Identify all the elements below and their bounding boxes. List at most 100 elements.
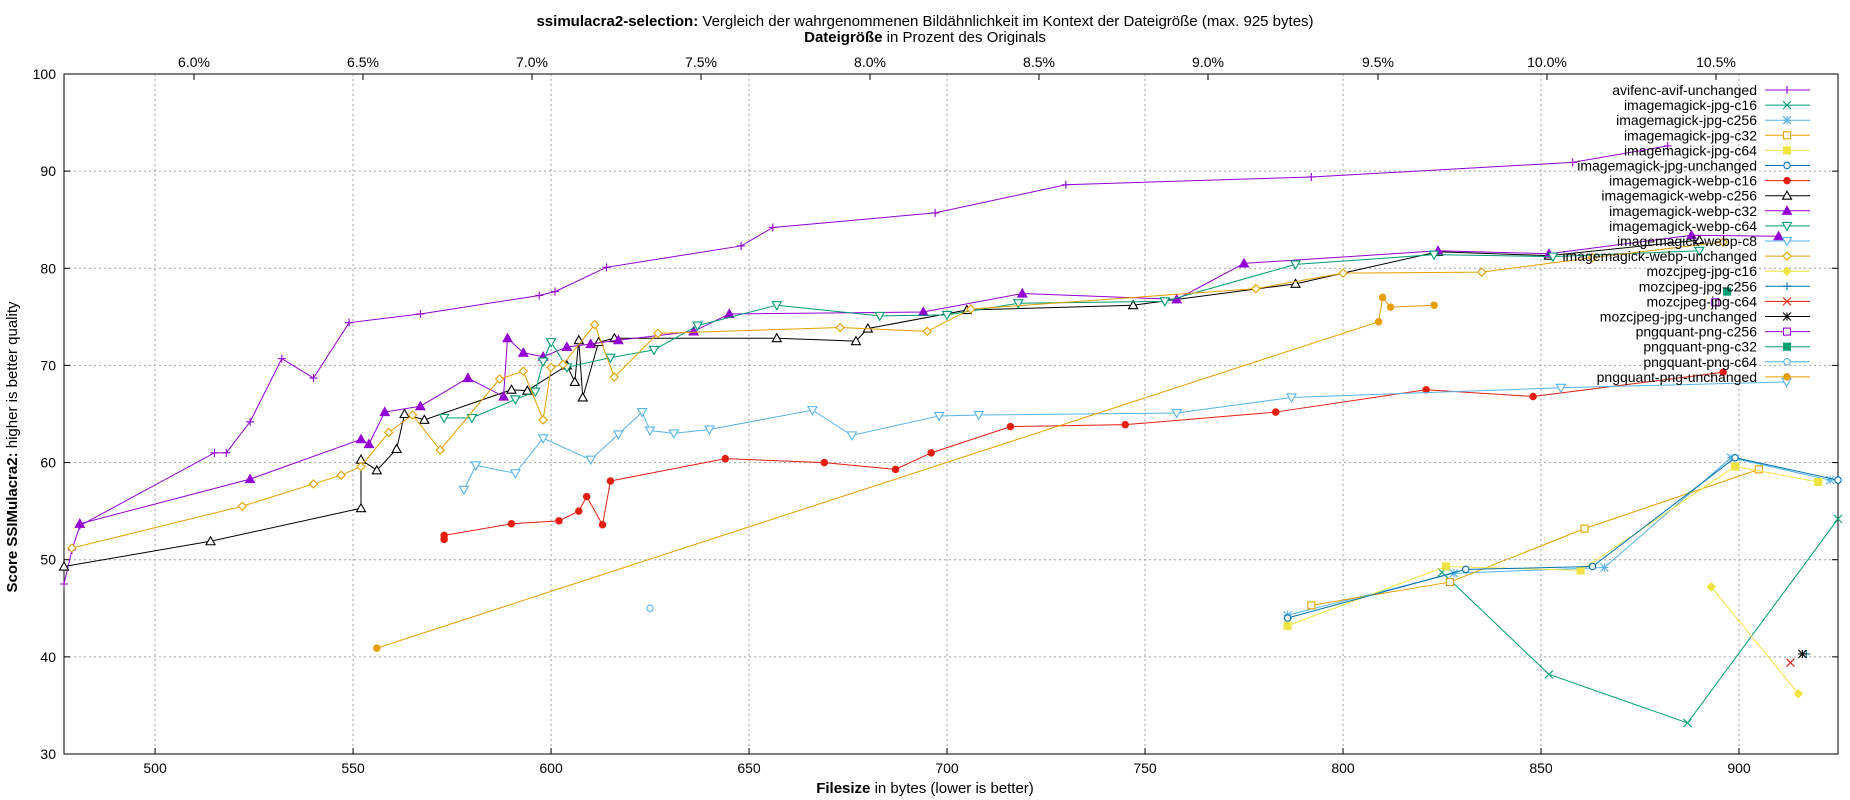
data-point: [1719, 368, 1727, 376]
top-axis: 6.0% 6.5% 7.0% 7.5% 8.0% 8.5% 9.0% 9.5% 10.0% 10.…: [178, 54, 1736, 80]
data-point: [210, 448, 219, 457]
legend-item: mozcjpeg-jpg-c16: [1647, 263, 1810, 279]
data-point: [653, 328, 663, 339]
legend-item: imagemagick-webp-c32: [1609, 203, 1810, 219]
legend-item: pngquant-png-unchanged: [1597, 369, 1810, 385]
data-point: [391, 443, 403, 454]
data-point: [1430, 301, 1438, 309]
top-axis-label: Dateigröße in Prozent des Originals: [804, 29, 1046, 46]
y-axis: 30 40 50 60 70 80 90 100: [33, 66, 1838, 762]
data-point: [1587, 252, 1598, 263]
data-point: [1286, 393, 1297, 404]
data-point: [1159, 297, 1171, 307]
chart-title: ssimulacra2-selection: Vergleich der wah…: [536, 13, 1313, 30]
series-line: [79, 234, 1779, 525]
data-point: [1693, 246, 1705, 257]
data-point: [355, 502, 367, 513]
data-point: [60, 580, 68, 588]
data-point: [517, 347, 529, 357]
legend-label: imagemagick-jpg-c32: [1624, 127, 1757, 143]
data-point: [771, 301, 783, 311]
data-point: [466, 413, 478, 424]
data-point: [545, 338, 557, 348]
top-tick-label: 10.5%: [1696, 54, 1736, 70]
data-point: [1814, 477, 1823, 487]
data-point: [933, 411, 945, 422]
data-point: [470, 461, 482, 472]
data-point: [462, 372, 474, 383]
data-point: [1012, 299, 1024, 309]
legend-swatch-marker: [1781, 236, 1793, 247]
data-point: [537, 434, 549, 444]
data-point: [1686, 229, 1697, 240]
data-point: [373, 644, 381, 652]
data-point: [602, 263, 611, 272]
data-point: [558, 359, 568, 370]
data-point: [806, 406, 818, 416]
data-point: [931, 208, 940, 217]
data-point: [1462, 565, 1470, 574]
series-imagemagick-jpg-c16: [1437, 514, 1843, 728]
data-point: [309, 374, 318, 383]
legend-item: imagemagick-jpg-c16: [1624, 97, 1810, 113]
legend-label: pngquant-png-c64: [1643, 354, 1757, 370]
legend-label: imagemagick-webp-c32: [1609, 203, 1757, 219]
data-point: [1307, 172, 1316, 181]
legend-swatch-marker: [1783, 161, 1791, 170]
data-point: [1307, 601, 1316, 610]
data-point: [1663, 141, 1672, 150]
series-imagemagick-webp-unchanged: [67, 237, 1728, 553]
top-axis-label-bold: Dateigröße: [804, 29, 882, 46]
legend-item: pngquant-png-c32: [1643, 339, 1810, 355]
data-point: [1338, 268, 1348, 278]
x-axis-label: Filesize in bytes (lower is better): [816, 780, 1034, 797]
data-point: [1283, 614, 1292, 622]
series-line: [463, 381, 1787, 490]
data-point: [1378, 293, 1387, 302]
data-point: [771, 332, 783, 343]
data-point: [336, 470, 346, 480]
series-group: [58, 141, 1843, 728]
data-point: [205, 535, 216, 546]
x-tick-label: 650: [737, 760, 761, 776]
data-point: [1529, 392, 1537, 401]
data-point: [1238, 257, 1250, 268]
data-point: [1723, 287, 1732, 296]
legend-swatch-marker: [1782, 327, 1792, 336]
series-line: [1311, 468, 1759, 606]
data-point: [416, 309, 425, 318]
data-point: [1290, 260, 1301, 271]
data-point: [575, 507, 583, 515]
data-point: [1833, 514, 1843, 524]
series-imagemagick-webp-c32: [74, 229, 1785, 528]
legend-label: pngquant-png-unchanged: [1597, 369, 1757, 385]
series-mozcjpeg-jpg-c16: [1706, 582, 1804, 699]
data-point: [609, 372, 620, 382]
series-line: [1710, 586, 1799, 695]
series-imagemagick-jpg-unchanged: [1283, 453, 1842, 622]
legend-swatch-marker: [1782, 251, 1792, 261]
y-axis-label-rest: higher is better quality: [4, 301, 21, 452]
legend-item: imagemagick-jpg-unchanged: [1577, 158, 1810, 174]
data-point: [458, 485, 470, 496]
series-line: [443, 371, 1724, 540]
data-point: [371, 464, 383, 475]
data-point: [1773, 230, 1785, 241]
data-point: [1786, 658, 1795, 668]
legend-label: imagemagick-jpg-unchanged: [1577, 158, 1757, 174]
legend-label: pngquant-png-c32: [1643, 339, 1757, 355]
data-point: [521, 385, 533, 395]
data-point: [383, 427, 394, 438]
legend-item: mozcjpeg-jpg-unchanged: [1600, 309, 1810, 325]
top-tick-label: 9.5%: [1362, 54, 1394, 70]
legend-label: imagemagick-webp-c8: [1617, 233, 1757, 249]
data-point: [1683, 718, 1692, 728]
data-point: [569, 376, 581, 386]
data-point: [1374, 317, 1383, 326]
y-tick-label: 60: [40, 455, 56, 471]
data-point: [922, 326, 933, 337]
data-point: [1754, 465, 1763, 474]
legend-swatch-marker: [1783, 373, 1791, 381]
data-point: [646, 604, 654, 613]
